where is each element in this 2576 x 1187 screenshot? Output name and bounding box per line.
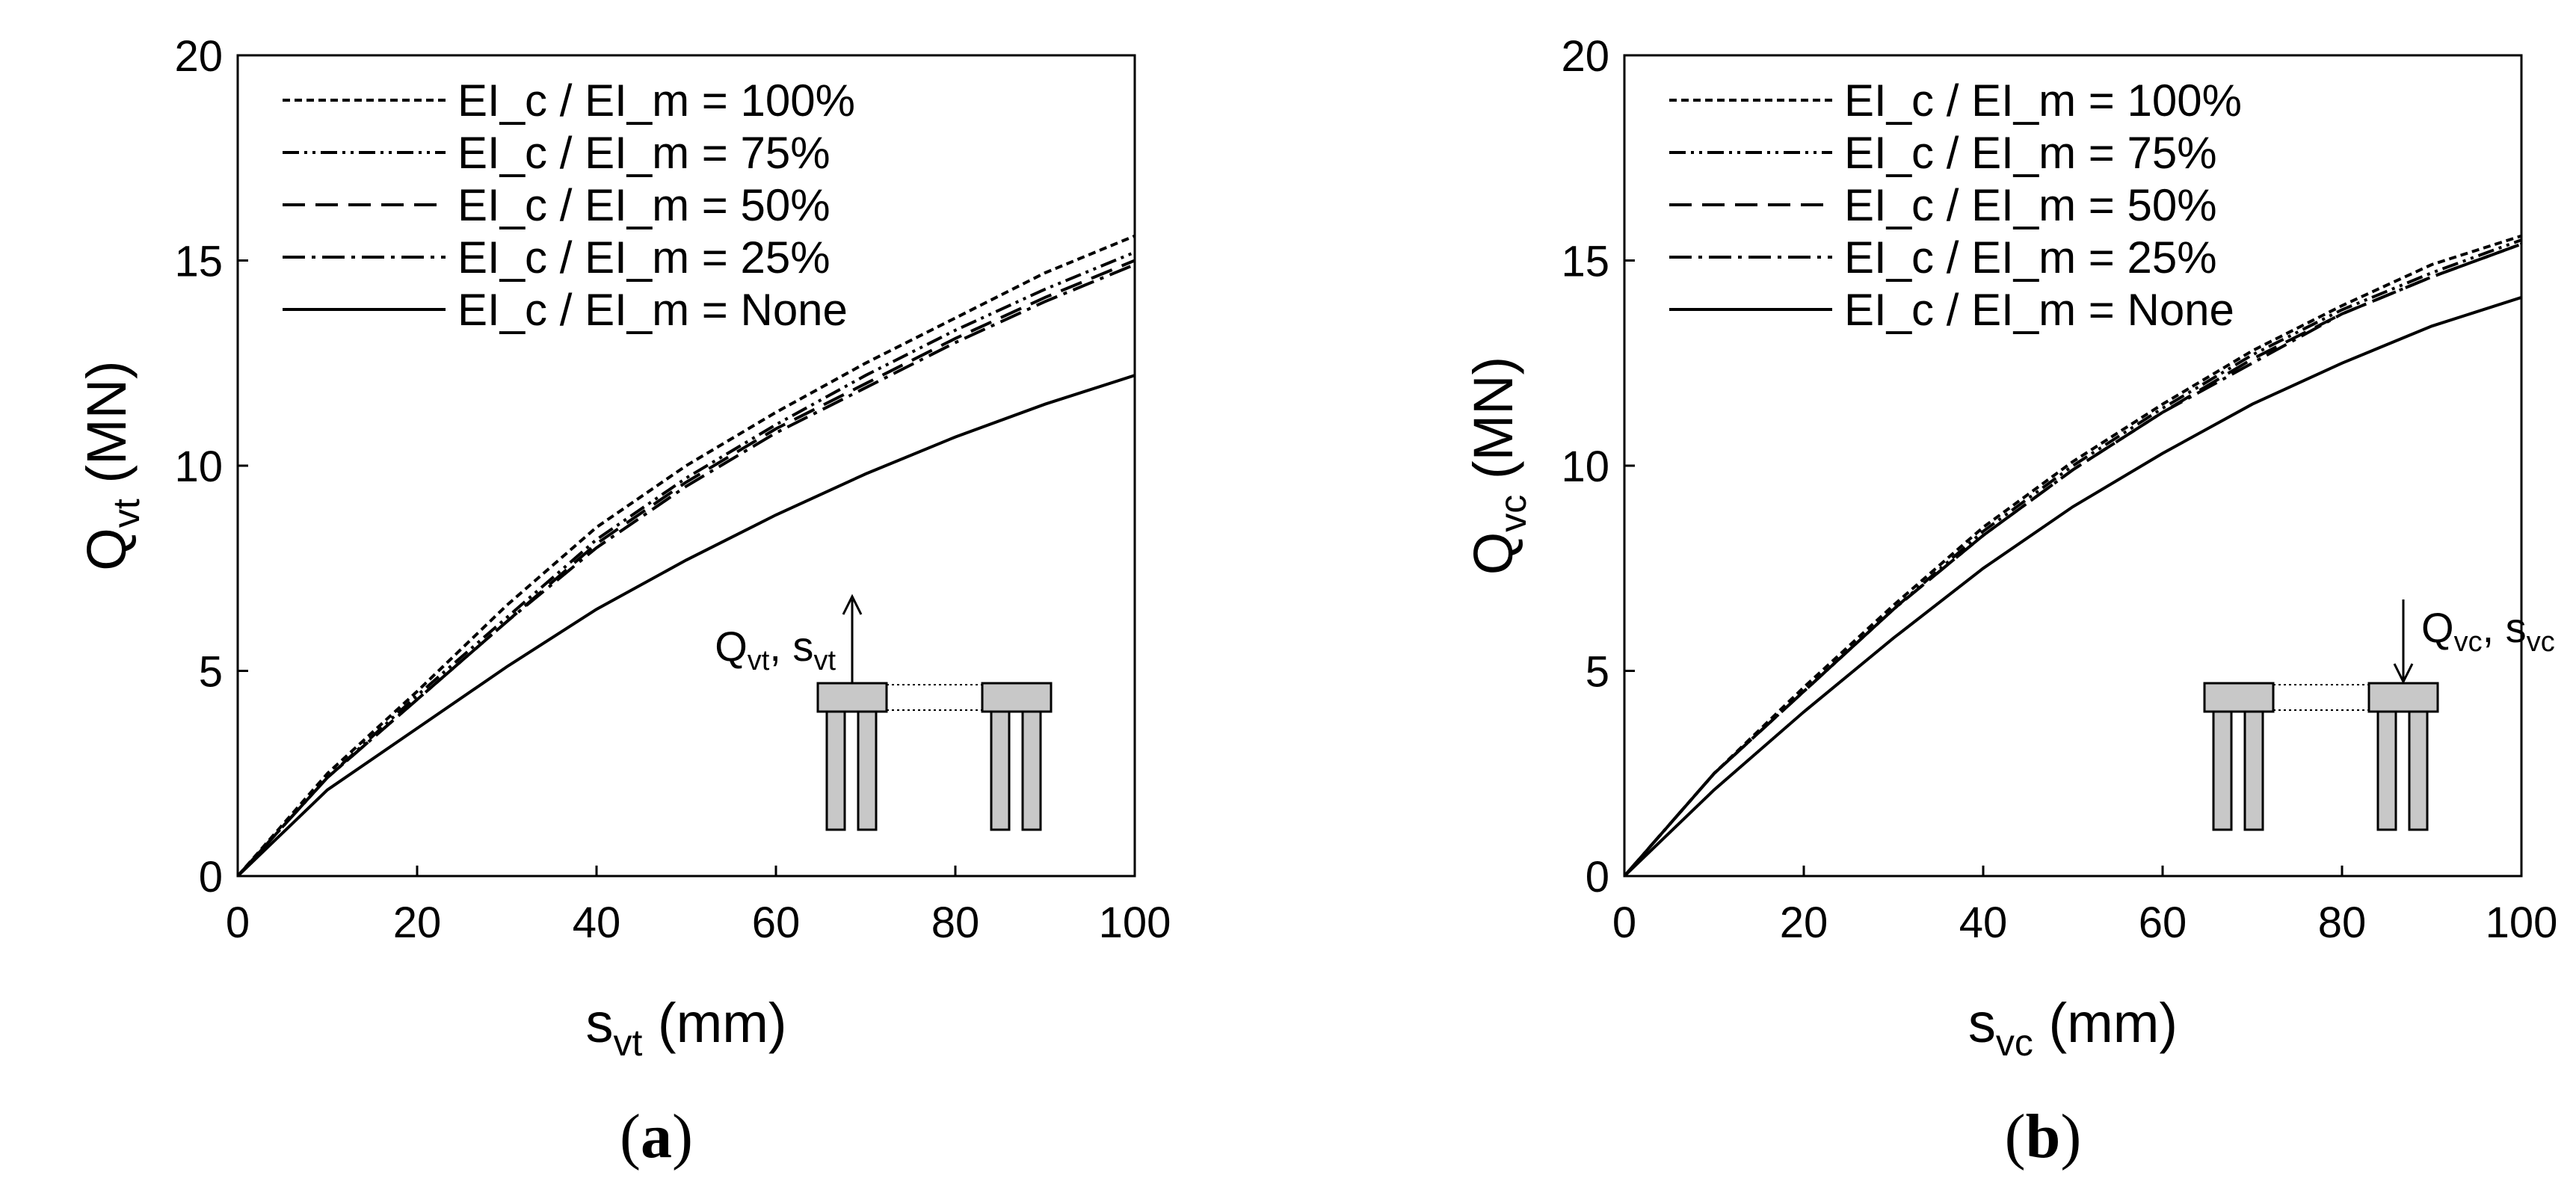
pile-cap — [2367, 682, 2439, 713]
pile — [825, 710, 846, 831]
pile-cap — [816, 682, 888, 713]
y-tick-label: 20 — [1561, 32, 1609, 81]
x-axis-label: svc (mm) — [1968, 992, 2178, 1064]
x-axis-label: svt (mm) — [585, 992, 786, 1064]
legend-label: EI_c / EI_m = 75% — [1844, 128, 2217, 178]
legend-label: EI_c / EI_m = None — [1844, 285, 2234, 335]
pile-inset: Qvt, svt — [715, 594, 1053, 831]
legend-label: EI_c / EI_m = None — [457, 285, 848, 335]
y-tick-label: 0 — [1586, 853, 1609, 901]
x-tick-label: 20 — [1780, 898, 1828, 947]
panel-label: (b) — [2005, 1102, 2082, 1171]
pile — [990, 710, 1011, 831]
x-tick-label: 100 — [2486, 898, 2558, 947]
legend: EI_c / EI_m = 100%EI_c / EI_m = 75%EI_c … — [1669, 75, 2242, 335]
legend-label: EI_c / EI_m = 25% — [1844, 232, 2217, 283]
x-tick-label: 60 — [2139, 898, 2187, 947]
legend-label: EI_c / EI_m = 75% — [457, 128, 831, 178]
pile — [857, 710, 878, 831]
y-tick-label: 20 — [174, 32, 223, 81]
x-tick-label: 0 — [1612, 898, 1636, 947]
pile-cap — [981, 682, 1053, 713]
arrow-head-icon — [842, 594, 863, 615]
pile — [2212, 710, 2233, 831]
y-tick-label: 10 — [1561, 443, 1609, 491]
arrow-head-icon — [2393, 663, 2414, 685]
pile — [2243, 710, 2264, 831]
chart-panel-a: 0 20 40 60 80 100 0 5 10 15 20 svt (mm) Qvt (MN) EI_c… — [76, 32, 1171, 1171]
x-tick-label: 80 — [931, 898, 980, 947]
legend-label: EI_c / EI_m = 50% — [457, 180, 831, 230]
load-label: Qvt, svt — [715, 623, 836, 676]
x-tick-label: 40 — [573, 898, 621, 947]
y-axis-label: Qvt (MN) — [76, 360, 147, 570]
y-axis-label: Qvc (MN) — [1462, 357, 1534, 576]
y-tick-label: 10 — [174, 443, 223, 491]
y-tick-label: 15 — [1561, 238, 1609, 286]
x-tick-label: 60 — [752, 898, 801, 947]
series-line-dash-dot-dot — [1624, 238, 2521, 876]
series-line-dash-dot — [238, 263, 1135, 876]
x-tick-label: 100 — [1099, 898, 1171, 947]
legend-label: EI_c / EI_m = 100% — [457, 75, 855, 126]
x-tick-label: 80 — [2318, 898, 2367, 947]
pile — [1021, 710, 1042, 831]
pile — [2408, 710, 2429, 831]
legend-label: EI_c / EI_m = 25% — [457, 232, 831, 283]
pile — [2376, 710, 2397, 831]
series-line-short-dash — [1624, 234, 2521, 876]
panel-label: (a) — [620, 1102, 693, 1171]
series-line-dash-dot-dot — [238, 250, 1135, 876]
x-tick-label: 40 — [1959, 898, 2008, 947]
y-tick-label: 0 — [199, 853, 223, 901]
series-line-solid — [1624, 295, 2521, 876]
x-tick-label: 0 — [226, 898, 250, 947]
y-tick-label: 5 — [1586, 648, 1609, 697]
legend-label: EI_c / EI_m = 50% — [1844, 180, 2217, 230]
series-line-short-dash — [238, 234, 1135, 876]
y-tick-label: 5 — [199, 648, 223, 697]
legend-label: EI_c / EI_m = 100% — [1844, 75, 2242, 126]
pile-inset: Qvc, svc — [2203, 599, 2555, 831]
series-line-solid — [238, 374, 1135, 876]
pile-cap — [2203, 682, 2275, 713]
series-line-dash-dot — [1624, 242, 2521, 876]
chart-panel-b: 0 20 40 60 80 100 0 5 10 15 20 svc (mm) Qvc (MN) EI_c… — [1462, 32, 2557, 1171]
load-label: Qvc, svc — [2421, 604, 2555, 658]
x-tick-label: 20 — [393, 898, 442, 947]
legend: EI_c / EI_m = 100%EI_c / EI_m = 75%EI_c … — [283, 75, 855, 335]
y-tick-label: 15 — [174, 238, 223, 286]
